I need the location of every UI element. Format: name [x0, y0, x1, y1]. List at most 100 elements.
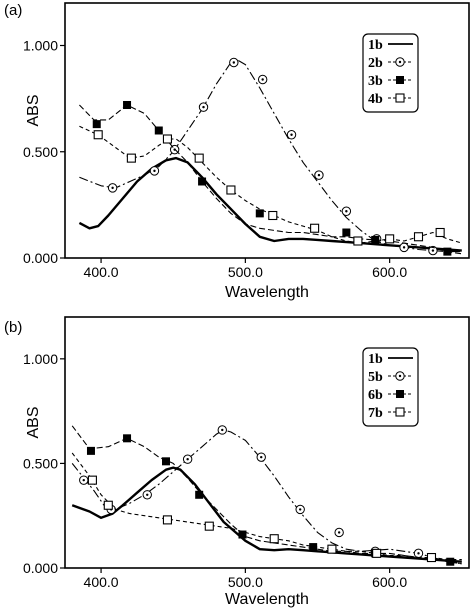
x-axis-label: Wavelength	[225, 284, 309, 301]
series-5b	[71, 425, 462, 565]
series-line-1b	[78, 156, 462, 252]
data-point-7b	[327, 544, 337, 554]
y-tick-label: 0.000	[23, 250, 58, 266]
legend-marker-6b	[396, 390, 404, 398]
data-point-6b	[195, 490, 204, 499]
x-tick-label: 500.0	[228, 264, 263, 280]
legend-marker-3b	[396, 76, 404, 84]
data-point-4b	[385, 234, 395, 244]
panel-label: (a)	[4, 2, 22, 19]
data-point-3b	[255, 209, 264, 218]
data-point-3b	[371, 235, 380, 244]
legend-entry-3b: 3b	[368, 74, 383, 89]
legend-entry-7b: 7b	[368, 406, 383, 421]
data-point-5b-dot	[186, 458, 189, 461]
plot-frame	[64, 2, 470, 259]
legend-box	[362, 347, 419, 427]
data-point-4b	[226, 185, 236, 195]
legend-marker-2b-dot	[398, 60, 402, 64]
series-6b	[71, 425, 462, 566]
legend-entry-4b: 4b	[368, 92, 383, 107]
x-tick-label: 600.0	[372, 264, 407, 280]
legend-entry-1b: 1b	[368, 352, 383, 367]
data-point-4b	[353, 236, 363, 246]
data-point-5b-dot	[82, 478, 85, 482]
legend-entry-1b: 1b	[368, 38, 383, 53]
data-point-2b-dot	[290, 133, 293, 136]
data-point-2b-dot	[111, 186, 114, 190]
data-point-7b	[103, 500, 113, 510]
series-line-3b	[79, 104, 462, 255]
x-tick-label: 600.0	[372, 574, 407, 590]
series-3b	[79, 101, 462, 256]
data-point-3b	[443, 247, 452, 256]
data-point-6b	[309, 543, 318, 552]
data-point-5b-dot	[298, 508, 302, 511]
y-tick-label: 0.500	[23, 144, 58, 160]
data-point-4b	[93, 130, 103, 140]
y-tick-label: 0.500	[23, 455, 58, 471]
data-point-2b-dot	[261, 78, 264, 81]
y-tick-label: 0.000	[23, 560, 58, 576]
data-point-6b	[238, 530, 247, 539]
data-point-4b	[194, 153, 204, 163]
series-1b	[71, 466, 462, 563]
data-point-7b	[426, 552, 437, 563]
legend-entry-5b: 5b	[368, 370, 383, 385]
data-point-6b	[446, 557, 455, 566]
legend: 1b 2b 3b 4b	[362, 33, 419, 113]
x-tick-label: 400.0	[84, 264, 119, 280]
data-point-7b	[87, 475, 97, 485]
data-point-2b-dot	[232, 61, 236, 64]
legend-entry-6b: 6b	[368, 388, 383, 403]
panel-label: (b)	[4, 319, 22, 336]
legend-entry-2b: 2b	[368, 56, 383, 71]
data-point-3b	[123, 101, 132, 109]
data-point-7b	[269, 534, 279, 544]
data-point-4b	[162, 134, 172, 144]
series-4b	[79, 125, 462, 246]
data-point-2b-dot	[202, 105, 205, 109]
x-tick-label: 500.0	[228, 574, 263, 590]
y-tick-label: 1.000	[23, 38, 58, 54]
data-point-5b-dot	[221, 428, 224, 432]
legend-marker-4b	[395, 93, 405, 103]
data-point-2b-dot	[402, 246, 406, 249]
data-point-6b	[162, 457, 170, 466]
data-point-4b	[413, 232, 424, 242]
series-line-1b	[71, 466, 462, 563]
data-point-4b	[126, 153, 136, 163]
x-tick-label: 400.0	[84, 574, 119, 590]
data-point-6b	[123, 434, 132, 443]
data-point-7b	[162, 515, 172, 525]
series-line-2b	[79, 59, 462, 253]
data-point-5b-dot	[417, 552, 420, 555]
x-axis-label: Wavelength	[225, 591, 309, 608]
data-point-7b	[372, 548, 382, 558]
data-point-5b-dot	[260, 455, 263, 459]
legend: 1b 5b 6b 7b	[362, 347, 419, 427]
data-point-4b	[268, 210, 278, 221]
series-1b	[78, 156, 462, 252]
y-axis-label: ABS	[25, 406, 42, 438]
data-point-3b	[198, 177, 207, 186]
series-line-7b	[71, 452, 462, 561]
legend-marker-7b	[395, 407, 405, 417]
data-point-6b	[86, 446, 95, 455]
data-point-2b-dot	[317, 173, 321, 177]
data-point-3b	[342, 228, 351, 237]
data-point-2b-dot	[345, 210, 348, 213]
chart-panel-2: (b) 400.0 500.0 600.0 0.000 0.500 1.000 Wavelen…	[4, 316, 470, 608]
data-point-2b-dot	[431, 249, 435, 252]
series-line-6b	[71, 425, 462, 565]
data-point-4b	[310, 223, 320, 233]
data-point-7b	[204, 521, 214, 531]
chart-panel-1: (a) 400.0 500.0 600.0 0.000 0.500 1.000 Wavelen…	[4, 2, 470, 301]
data-point-4b	[435, 227, 445, 238]
data-point-5b-dot	[146, 493, 149, 496]
y-tick-label: 1.000	[23, 351, 58, 367]
legend-marker-5b-dot	[398, 374, 402, 378]
series-7b	[71, 452, 462, 563]
series-line-4b	[79, 125, 462, 244]
